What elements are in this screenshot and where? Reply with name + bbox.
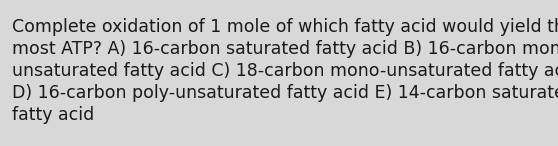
Text: fatty acid: fatty acid (12, 106, 94, 124)
Text: D) 16-carbon poly-unsaturated fatty acid E) 14-carbon saturated: D) 16-carbon poly-unsaturated fatty acid… (12, 84, 558, 102)
Text: most ATP? A) 16-carbon saturated fatty acid B) 16-carbon mono-: most ATP? A) 16-carbon saturated fatty a… (12, 40, 558, 58)
Text: Complete oxidation of 1 mole of which fatty acid would yield the: Complete oxidation of 1 mole of which fa… (12, 18, 558, 36)
Text: unsaturated fatty acid C) 18-carbon mono-unsaturated fatty acid: unsaturated fatty acid C) 18-carbon mono… (12, 62, 558, 80)
